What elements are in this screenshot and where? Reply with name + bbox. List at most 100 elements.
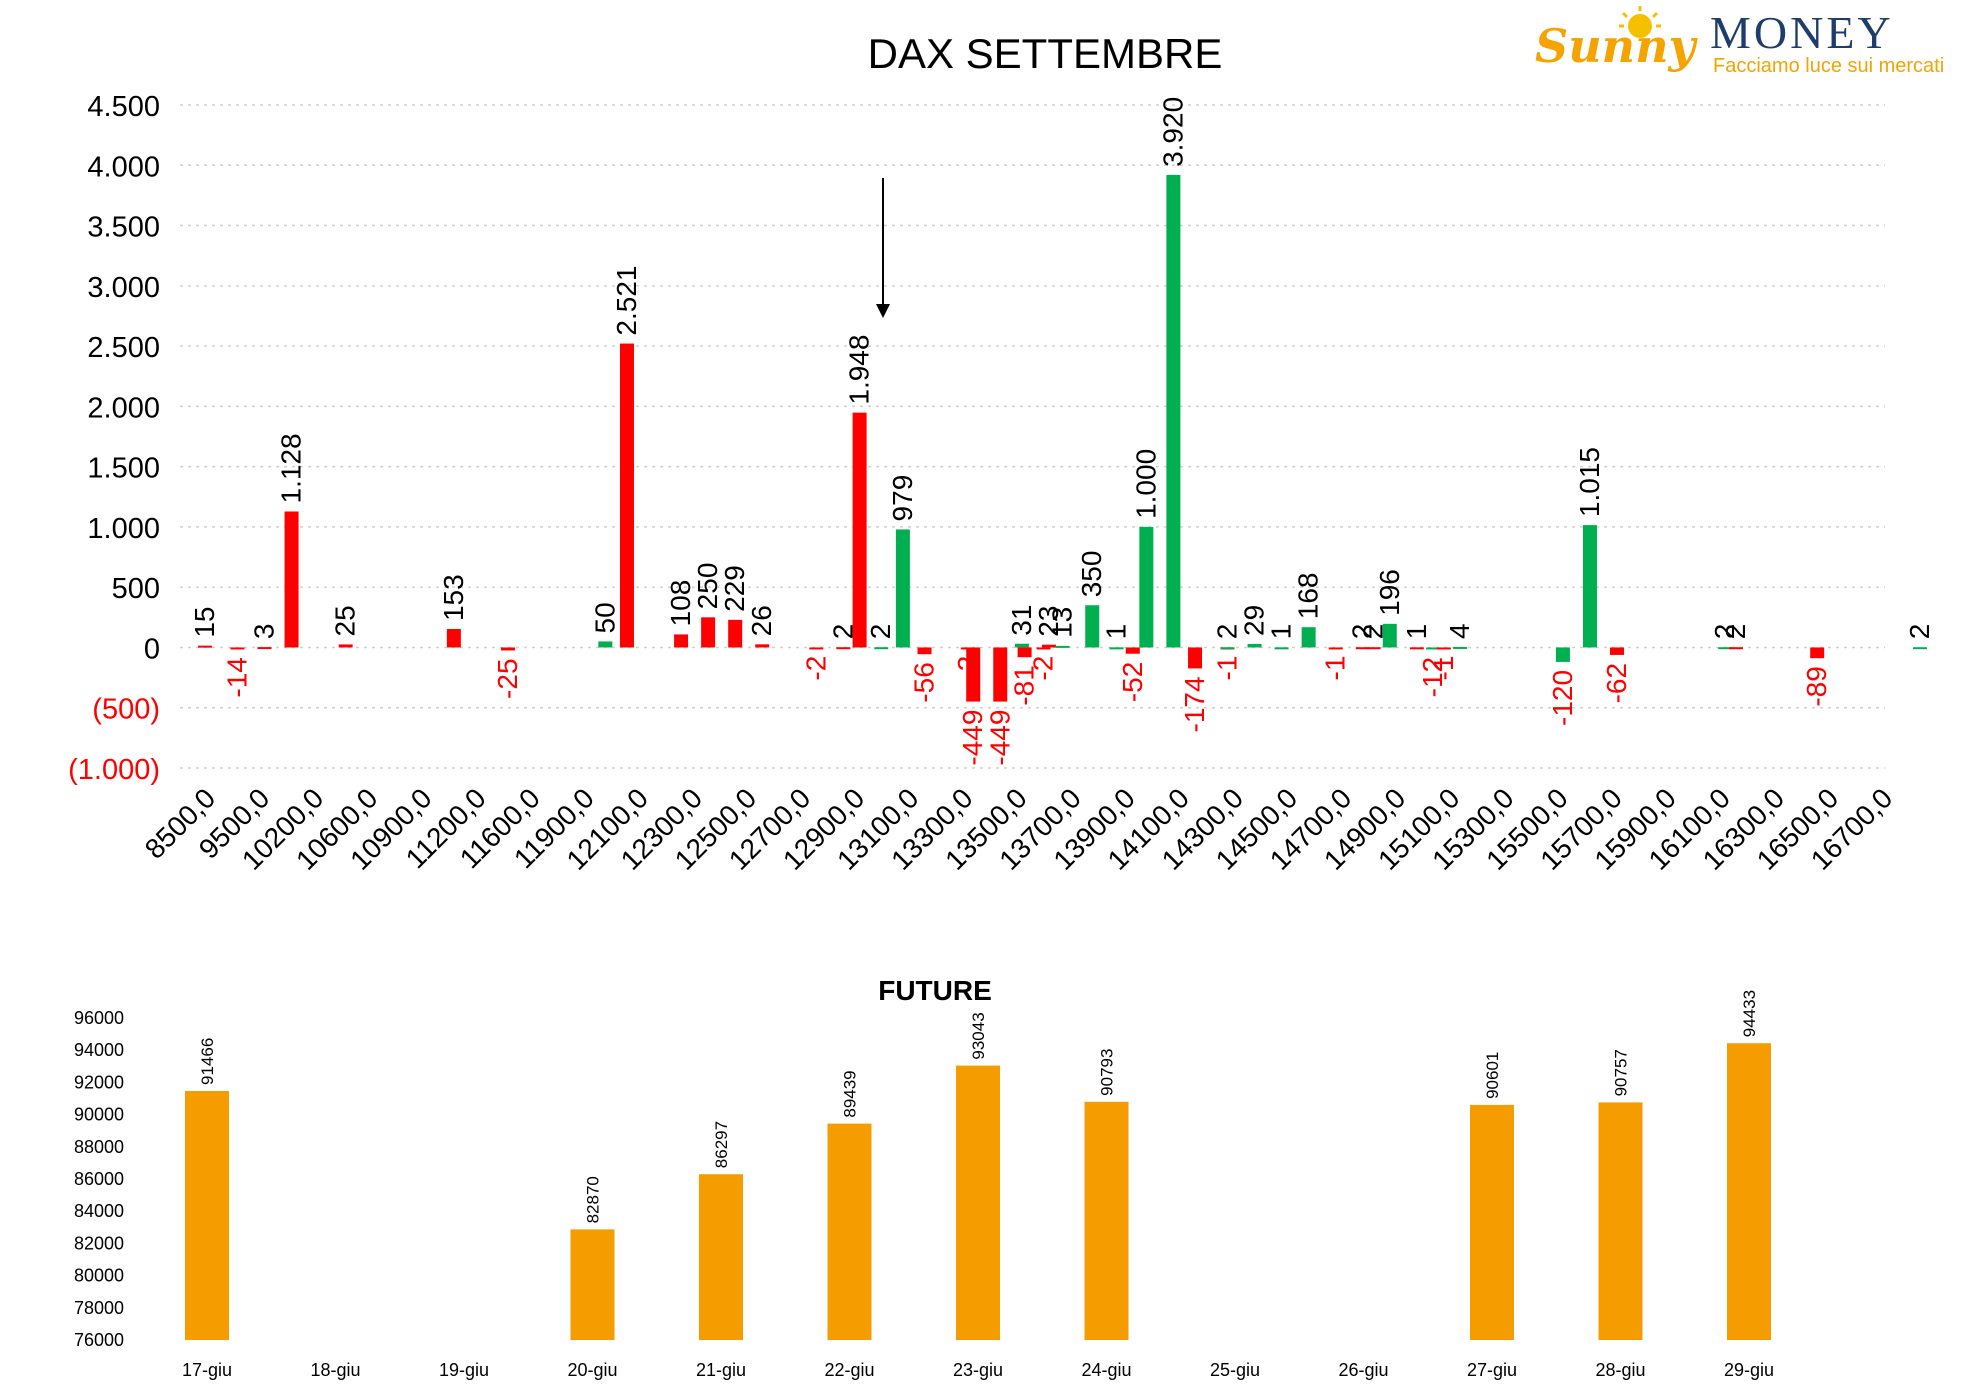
- x-tick-label: 29-giu: [1724, 1360, 1774, 1380]
- bar: [1598, 1102, 1643, 1340]
- data-label: 2: [1720, 624, 1751, 640]
- data-label: 350: [1076, 551, 1107, 598]
- dax-settembre-chart: DAX SETTEMBRE 4.500 4.000 3.500 3.000 2.500 2…: [68, 30, 1935, 876]
- x-tick-label: 25-giu: [1210, 1360, 1260, 1380]
- bar: [701, 617, 716, 648]
- data-label: 2: [865, 624, 896, 640]
- bar: [198, 645, 212, 648]
- data-label: 153: [438, 574, 469, 621]
- data-label: -449: [984, 710, 1015, 766]
- data-label: 2: [1904, 624, 1935, 640]
- bar: [1139, 526, 1154, 648]
- x-tick-label: 22-giu: [824, 1360, 874, 1380]
- y-tick-label: 76000: [74, 1330, 124, 1350]
- bar: [1366, 647, 1381, 650]
- data-label: -1: [1320, 656, 1351, 681]
- x-tick-label: 27-giu: [1467, 1360, 1517, 1380]
- data-label: 90601: [1483, 1052, 1502, 1099]
- x-tick-label: 28-giu: [1595, 1360, 1645, 1380]
- bar: [993, 647, 1008, 702]
- data-label: 168: [1293, 572, 1324, 619]
- data-label: 3: [249, 624, 280, 640]
- bar: [674, 634, 689, 648]
- data-label: 82870: [584, 1176, 603, 1223]
- logo-tagline: Facciamo luce sui mercati: [1713, 55, 1944, 77]
- bar: [699, 1174, 743, 1340]
- bar: [836, 647, 851, 650]
- data-label: 1.948: [844, 335, 875, 405]
- y-tick-label: 1.500: [87, 453, 160, 485]
- data-label: -89: [1801, 666, 1832, 706]
- bar: [1328, 647, 1343, 650]
- data-label: -174: [1179, 676, 1210, 732]
- bar: [284, 511, 299, 648]
- x-tick-label: 18-giu: [310, 1360, 360, 1380]
- data-label: -1: [1428, 656, 1459, 681]
- data-label: 94433: [1740, 990, 1759, 1037]
- data-label: 26: [746, 605, 777, 636]
- bar: [852, 412, 867, 648]
- data-label: 29: [1239, 605, 1270, 636]
- bar: [874, 647, 889, 650]
- data-label: 1: [1266, 624, 1297, 640]
- data-label: -449: [957, 710, 988, 766]
- x-tick-label: 19-giu: [439, 1360, 489, 1380]
- bar: [1453, 646, 1468, 649]
- bar: [755, 644, 770, 648]
- bar: [1426, 647, 1441, 650]
- y-tick-label: 78000: [74, 1298, 124, 1318]
- bar: [1382, 623, 1397, 648]
- data-label: 86297: [712, 1121, 731, 1168]
- data-label: 2: [1347, 624, 1378, 640]
- data-label: 2: [827, 624, 858, 640]
- y-tick-label: (1.000): [68, 754, 160, 786]
- bar: [570, 1229, 615, 1340]
- bar: [1912, 647, 1927, 650]
- data-label: 13: [1046, 607, 1077, 638]
- bar: [1220, 647, 1235, 650]
- bar: [809, 647, 824, 650]
- bar: [1610, 647, 1625, 655]
- data-label: 1.015: [1574, 447, 1605, 517]
- data-label: 31: [1006, 605, 1037, 636]
- bar: [895, 529, 910, 648]
- data-label: 2: [1709, 624, 1740, 640]
- data-label: 1: [1101, 624, 1132, 640]
- sun-icon: [1619, 6, 1661, 38]
- x-tick-label: 26-giu: [1338, 1360, 1388, 1380]
- bar: [956, 1065, 1000, 1340]
- data-label: 2: [1358, 624, 1389, 640]
- data-label: -52: [1117, 662, 1148, 702]
- data-label: -1: [1211, 656, 1242, 681]
- y-tick-label: 90000: [74, 1105, 124, 1125]
- bar: [917, 647, 932, 655]
- data-label: -120: [1547, 670, 1578, 726]
- y-tick-label: 0: [144, 633, 160, 665]
- y-tick-label: (500): [92, 694, 160, 726]
- data-label: 196: [1374, 569, 1405, 616]
- x-tick-label: 23-giu: [953, 1360, 1003, 1380]
- bar: [1017, 647, 1032, 658]
- y-tick-label: 1.000: [87, 513, 160, 545]
- data-label: 3.920: [1157, 97, 1188, 167]
- data-label: 25: [330, 605, 361, 636]
- x-tick-label: 17-giu: [182, 1360, 232, 1380]
- bar: [1109, 647, 1124, 650]
- data-label: 108: [665, 580, 696, 627]
- data-label: 50: [589, 602, 620, 633]
- bar: [446, 629, 461, 648]
- data-label: 23: [1033, 606, 1064, 637]
- bar: [1470, 1104, 1514, 1340]
- bar: [598, 641, 613, 648]
- data-label: 90757: [1612, 1049, 1631, 1096]
- y-tick-label: 500: [112, 573, 160, 605]
- y-tick-label: 84000: [74, 1201, 124, 1221]
- x-tick-label: 21-giu: [696, 1360, 746, 1380]
- y-tick-label: 82000: [74, 1233, 124, 1253]
- data-label: 1.000: [1130, 449, 1161, 519]
- bar: [338, 644, 353, 648]
- y-tick-label: 86000: [74, 1169, 124, 1189]
- strike-arrow-annotation: [876, 178, 890, 318]
- sunny-money-logo: Sunny MONEY Facciamo luce sui mercati: [1535, 6, 1944, 77]
- bar: [1085, 605, 1100, 648]
